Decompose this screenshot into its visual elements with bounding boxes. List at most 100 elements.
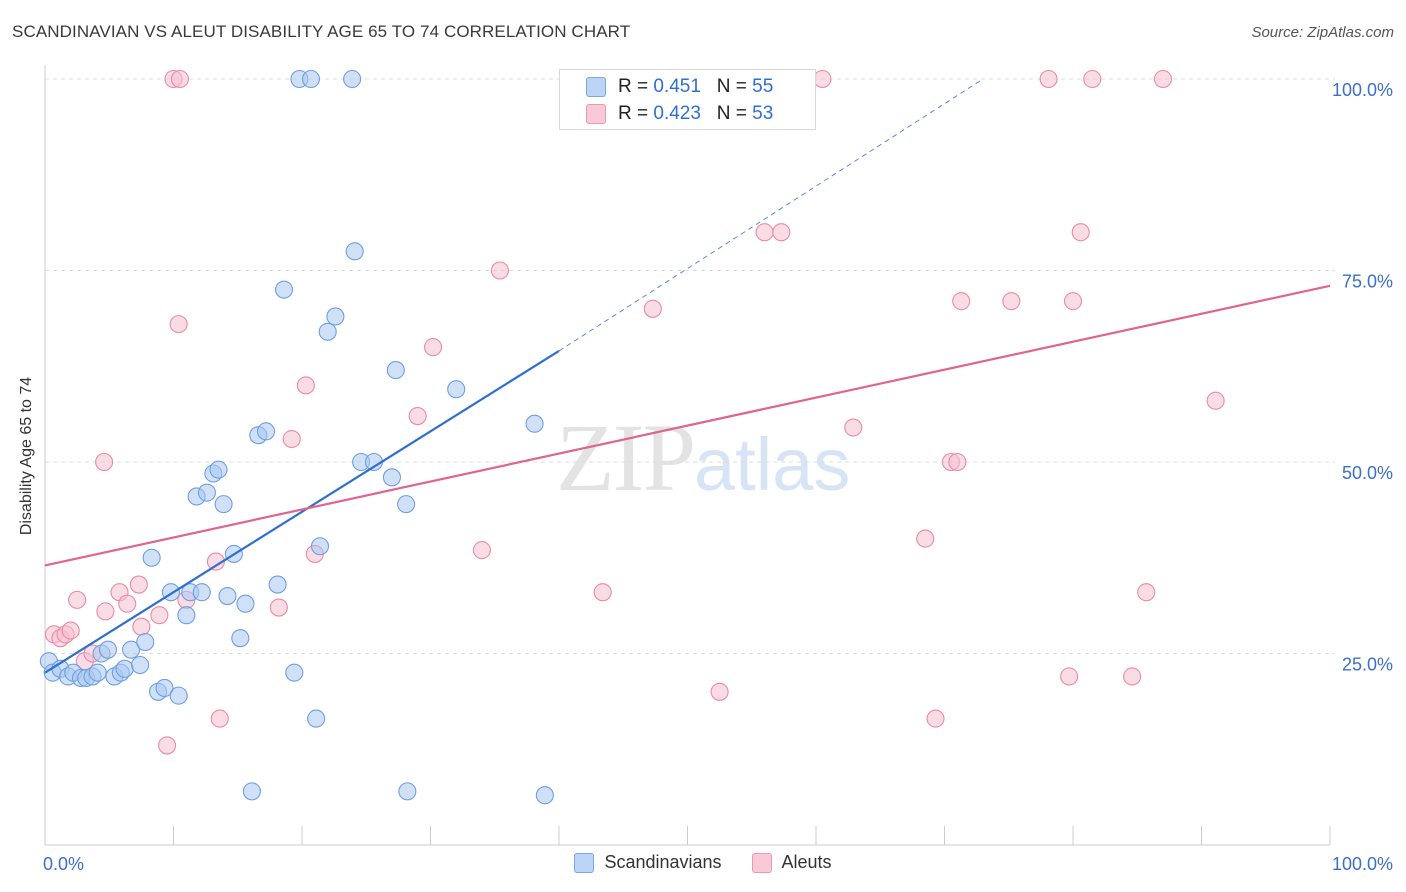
scandinavian-point <box>88 663 107 682</box>
aleut-point <box>132 617 151 636</box>
aleut-point <box>282 429 301 449</box>
scandinavian-point <box>177 606 196 625</box>
legend-r-text: R = 0.423 N = 53 <box>618 103 774 124</box>
aleut-point <box>1206 391 1225 410</box>
tick-labels: 25.0% 50.0% 75.0% 100.0% 0.0% 100.0% <box>43 80 1393 874</box>
watermark: ZIPatlas <box>556 402 850 513</box>
scandinavian-point <box>136 632 155 652</box>
aleut-point <box>158 736 177 755</box>
scandinavian-point <box>326 307 345 326</box>
scandinavian-point <box>535 786 554 805</box>
aleut-point <box>1123 667 1142 686</box>
y-tick-label: 100.0% <box>1332 80 1393 100</box>
aleut-point <box>1137 583 1156 602</box>
source-label: Source: ZipAtlas.com <box>1251 24 1394 41</box>
scandinavian-point <box>236 594 255 613</box>
scandinavian-point <box>169 686 188 705</box>
aleut-point <box>150 606 169 625</box>
aleut-point <box>408 406 427 426</box>
scandinavian-point <box>343 69 362 89</box>
legend-item-scandinavians[interactable]: Scandinavians <box>574 852 722 873</box>
trend-lines <box>44 78 1331 674</box>
aleut-point <box>1083 69 1102 89</box>
scandinavian-point <box>218 586 237 606</box>
aleut-point <box>926 709 945 728</box>
legend-swatch-blue <box>586 77 606 97</box>
aleut-point <box>95 452 114 472</box>
y-tick-label: 50.0% <box>1342 463 1393 483</box>
aleut-point <box>118 594 137 613</box>
scandinavian-point <box>345 242 364 261</box>
x-tick-label: 100.0% <box>1332 854 1393 874</box>
legend-item-aleuts[interactable]: Aleuts <box>751 852 832 873</box>
aleut-point <box>710 682 729 701</box>
aleut-point <box>96 602 115 621</box>
scandinavian-point <box>131 655 150 675</box>
scandinavian-point <box>155 678 174 698</box>
aleut-point <box>643 299 662 318</box>
aleut-point <box>424 338 443 357</box>
aleut-point <box>169 315 188 334</box>
scandinavian-point <box>242 782 261 801</box>
aleut-point <box>68 590 87 609</box>
scandinavian-trend-extension <box>558 78 984 352</box>
legend-label: Aleuts <box>781 852 832 872</box>
scandinavian-point <box>386 361 405 380</box>
axes <box>44 65 1331 846</box>
legend-swatch-pink <box>586 104 606 124</box>
stats-legend: R = 0.451 N = 55 R = 0.423 N = 53 <box>559 69 816 130</box>
aleut-point <box>772 223 791 242</box>
scandinavian-point <box>142 548 161 567</box>
legend-row-scandinavians: R = 0.451 N = 55 <box>586 76 774 98</box>
legend-swatch-blue <box>574 852 595 873</box>
scandinavian-point <box>98 640 118 659</box>
series-legend: Scandinavians Aleuts <box>0 852 1406 873</box>
aleut-point <box>296 376 315 395</box>
scandinavian-point <box>307 709 326 728</box>
scandinavian-point <box>256 422 276 441</box>
legend-swatch-pink <box>751 852 772 873</box>
watermark-atlas: atlas <box>694 423 851 506</box>
aleut-point <box>844 418 863 437</box>
scandinavian-point <box>447 380 466 399</box>
scandinavian-point <box>197 483 216 502</box>
legend-row-aleuts: R = 0.423 N = 53 <box>586 103 774 125</box>
aleut-point <box>1071 223 1090 242</box>
y-axis-label: Disability Age 65 to 74 <box>18 376 35 536</box>
aleut-trend-line <box>44 284 1331 567</box>
scandinavian-point <box>192 583 211 602</box>
aleut-point <box>755 223 774 242</box>
aleut-point <box>952 292 971 311</box>
aleut-point <box>490 261 509 280</box>
scandinavian-point <box>382 468 402 487</box>
scandinavian-point <box>214 495 233 514</box>
aleut-point <box>472 541 491 560</box>
aleut-point <box>1039 69 1058 89</box>
aleut-point <box>916 529 935 548</box>
legend-r-text: R = 0.451 N = 55 <box>618 76 774 97</box>
watermark-zip: ZIP <box>556 404 696 511</box>
x-tick-label: 0.0% <box>43 854 84 874</box>
scandinavian-point <box>301 69 321 89</box>
scandinavian-point <box>398 782 417 801</box>
scandinavian-point <box>274 280 294 299</box>
aleut-point <box>593 583 612 602</box>
aleut-point <box>1060 667 1079 686</box>
scandinavian-point <box>231 629 250 648</box>
chart-title: SCANDINAVIAN VS ALEUT DISABILITY AGE 65 … <box>12 22 631 41</box>
legend-label: Scandinavians <box>604 852 722 872</box>
y-tick-label: 75.0% <box>1342 272 1393 292</box>
scandinavian-point <box>122 640 141 659</box>
grid-lines <box>45 78 1335 654</box>
aleut-point <box>269 598 288 617</box>
data-points <box>39 69 1225 805</box>
aleut-point <box>210 709 229 728</box>
y-tick-label: 25.0% <box>1342 655 1393 675</box>
aleut-point <box>129 575 148 594</box>
aleut-point <box>61 621 80 640</box>
aleut-point <box>948 452 967 472</box>
aleut-point <box>170 69 189 89</box>
aleut-point <box>813 69 832 89</box>
aleut-point <box>1063 292 1083 311</box>
